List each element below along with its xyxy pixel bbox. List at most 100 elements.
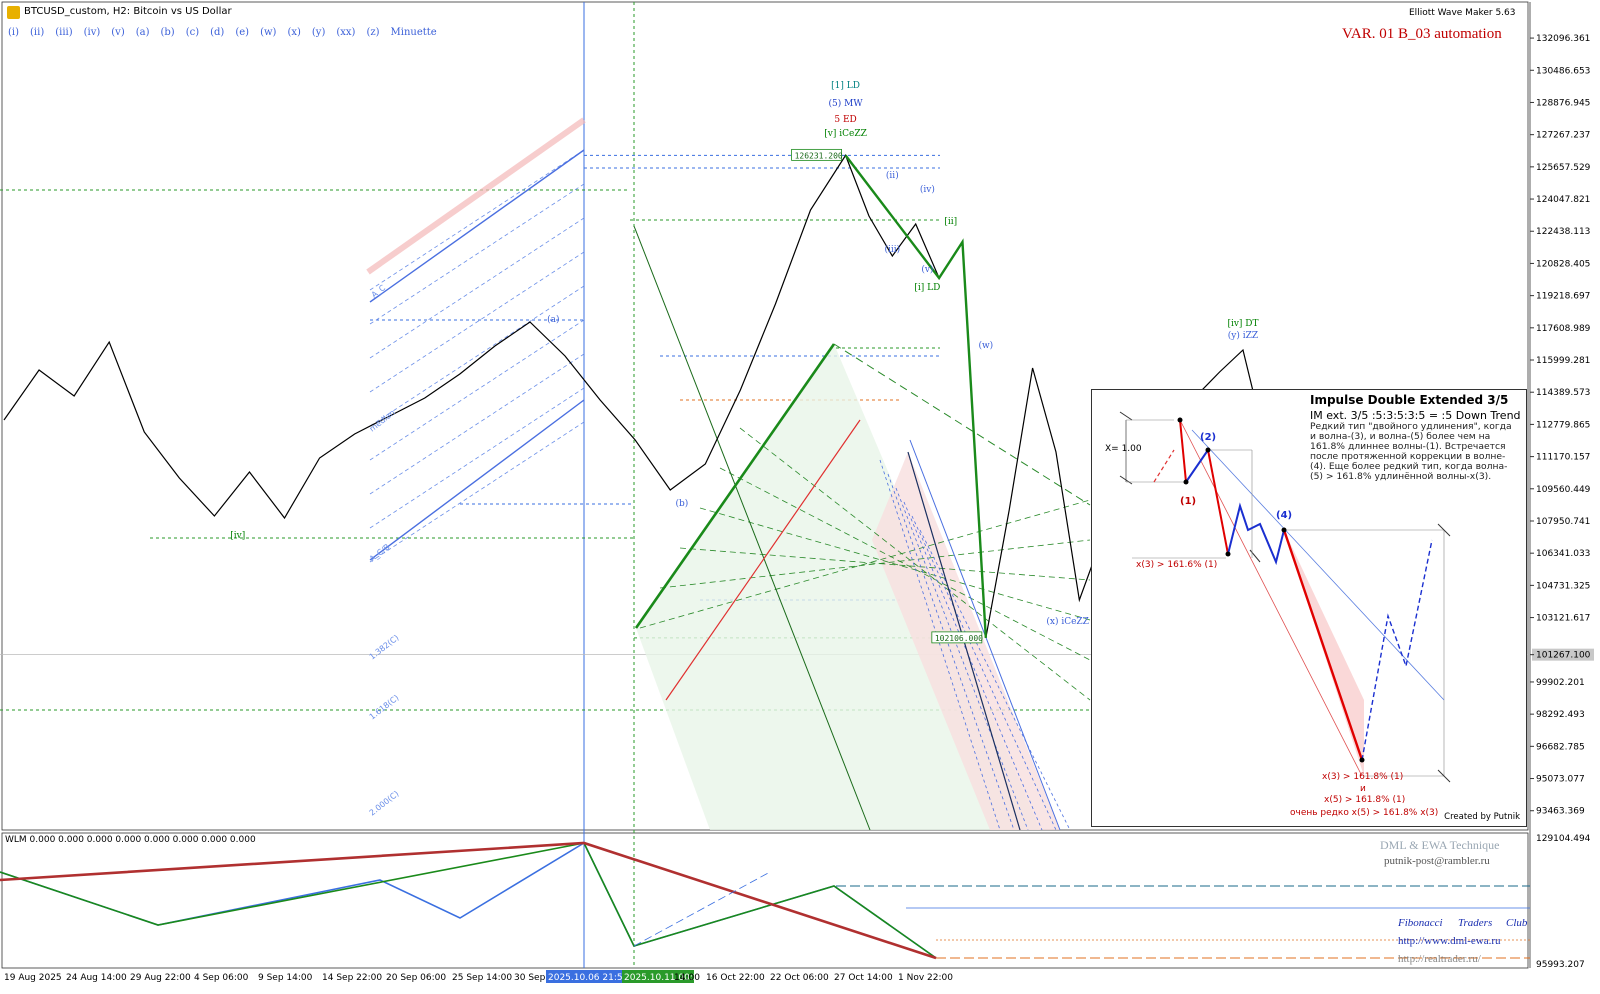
schema-rule-left: x(3) > 161.6% (1) xyxy=(1136,560,1218,570)
y-tick-label-17: 104731.325 xyxy=(1536,581,1590,591)
wlm-dash-blue xyxy=(633,871,771,947)
y-tick-label-5: 124047.821 xyxy=(1536,195,1590,205)
club-word-1: Fibonacci xyxy=(1398,917,1443,929)
wave-label-5: (a) xyxy=(547,314,559,325)
schema-wave-2: (2) xyxy=(1200,432,1217,443)
fib-line-blue-7 xyxy=(369,387,585,529)
fib-line-blue-3 xyxy=(369,251,585,393)
x-tick-label-0: 19 Aug 2025 xyxy=(4,973,62,983)
y-tick-label-10: 115999.281 xyxy=(1536,356,1590,366)
wave-tool-2[interactable]: (iii) xyxy=(55,27,73,38)
channel-line-upper xyxy=(369,149,585,303)
fib-label-1: median xyxy=(368,408,397,434)
schema-credit: Created by Putnik xyxy=(1444,812,1520,822)
wave-tool-15[interactable]: Minuette xyxy=(390,27,437,38)
wave-label-1: (5) MW xyxy=(829,98,864,109)
promo-url-1[interactable]: http://www.dml-ewa.ru xyxy=(1398,935,1501,947)
wlm-indicator-label: WLM 0.000 0.000 0.000 0.000 0.000 0.000 … xyxy=(5,835,256,845)
x-tick-label-2: 29 Aug 22:00 xyxy=(130,973,191,983)
green-trend-line xyxy=(633,225,871,831)
wave-tool-13[interactable]: (xx) xyxy=(336,27,356,38)
x-tick-label-6: 20 Sep 06:00 xyxy=(386,973,446,983)
wave-tool-6[interactable]: (b) xyxy=(160,27,175,38)
fib-line-green-0 xyxy=(639,499,1091,629)
wave-tool-12[interactable]: (y) xyxy=(311,27,326,38)
fib-label-5: 2.000(C) xyxy=(368,789,401,817)
schema-x-label: X= 1.00 xyxy=(1105,444,1142,454)
y-tick-label-6: 122438.113 xyxy=(1536,227,1590,237)
y-tick-label-20: 99902.201 xyxy=(1536,678,1585,688)
wave-tool-8[interactable]: (d) xyxy=(210,27,225,38)
y-tick-label-8: 119218.697 xyxy=(1536,292,1590,302)
y-tick-label-23: 95073.077 xyxy=(1536,775,1585,785)
sub-axis-top: 129104.494 xyxy=(1536,834,1591,844)
x-tick-label-5: 14 Sep 22:00 xyxy=(322,973,382,983)
chart-title: BTCUSD_custom, H2: Bitcoin vs US Dollar xyxy=(24,6,232,17)
wave-label-15: [iv] DT xyxy=(1227,319,1258,329)
y-tick-label-7: 120828.405 xyxy=(1536,259,1590,269)
wave-tool-5[interactable]: (a) xyxy=(135,27,150,38)
fib-line-blue-right-1 xyxy=(887,473,1015,831)
wave-label-9: (iii) xyxy=(884,244,900,255)
fib-line-blue-8 xyxy=(369,421,585,563)
fib-line-blue-0 xyxy=(369,149,585,291)
schema-description: Редкий тип "двойного удлинения", когда и… xyxy=(1310,421,1512,482)
y-tick-label-13: 111170.157 xyxy=(1536,453,1590,463)
schema-diagram xyxy=(1119,411,1451,783)
green-upper-dashed xyxy=(833,343,1091,506)
wave-label-0: [1] LD xyxy=(831,81,860,91)
wave-tool-7[interactable]: (c) xyxy=(185,27,200,38)
wlm-blue-line xyxy=(0,841,937,959)
wave-label-7: (ii) xyxy=(886,170,899,181)
fib-line-blue-right-5 xyxy=(919,529,1071,831)
wave-tool-4[interactable]: (v) xyxy=(111,27,125,38)
schema-wave-1: (1) xyxy=(1180,496,1197,507)
wave-tool-0[interactable]: (i) xyxy=(8,27,20,38)
red-trend-line xyxy=(665,419,861,701)
wave-tool-10[interactable]: (w) xyxy=(260,27,277,38)
y-tick-label-16: 106341.033 xyxy=(1536,549,1590,559)
wave-label-toolbar[interactable]: (i) (ii) (iii) (iv) (v) (a) (b) (c) (d) (e) (w) (x)… xyxy=(8,27,448,38)
y-tick-label-0: 132096.361 xyxy=(1536,34,1590,44)
wave-tool-9[interactable]: (e) xyxy=(235,27,250,38)
fib-label-2: A_C/B xyxy=(368,542,392,563)
x-tick-label-3: 4 Sep 06:00 xyxy=(194,973,249,983)
schema-rule-bottom-3: очень редко x(5) > 161.8% x(3) xyxy=(1290,808,1439,818)
fib-line-blue-1 xyxy=(369,183,585,325)
x-highlight-9 xyxy=(546,970,628,983)
x-highlight-10 xyxy=(622,970,694,983)
wave-tool-14[interactable]: (z) xyxy=(366,27,380,38)
price-label-0: 126231.200 xyxy=(795,151,843,160)
schema-subtitle: IM ext. 3/5 :5:3:5:3:5 = :5 Down Trend xyxy=(1310,409,1521,422)
x-tick-label-8: 30 Sep 22:00 xyxy=(514,973,574,983)
price-label-box-0 xyxy=(791,148,842,161)
app-logo-icon xyxy=(7,6,20,19)
y-axis: 132096.361 130486.653 128876.945 127267.237… xyxy=(1529,2,1594,970)
y-tick-label-19: 101267.100 xyxy=(1536,651,1591,661)
x-tick-label-9: 2025.10.06 21:58 xyxy=(548,973,629,983)
fib-line-green-1 xyxy=(659,539,1091,589)
fib-label-3: 1.382(C) xyxy=(368,633,401,661)
wave-label-8: (iv) xyxy=(920,184,935,195)
y-tick-label-21: 98292.493 xyxy=(1536,710,1585,720)
y-tick-label-9: 117608.989 xyxy=(1536,324,1591,334)
y-tick-label-1: 130486.653 xyxy=(1536,66,1590,76)
fib-line-green-3 xyxy=(699,507,1091,621)
schema-wave-4: (4) xyxy=(1276,510,1293,521)
sub-frame xyxy=(1,832,1529,969)
fib-label-0: A_C xyxy=(370,283,388,300)
promo-email: putnik-post@rambler.ru xyxy=(1384,855,1490,867)
wave-label-11: [i] LD xyxy=(914,283,940,293)
fib-line-green-2 xyxy=(679,547,1091,581)
wave-tool-1[interactable]: (ii) xyxy=(30,27,45,38)
schema-rule-bottom-2: x(5) > 161.8% (1) xyxy=(1324,795,1406,805)
club-word-2: Traders xyxy=(1458,917,1493,929)
promo-url-2[interactable]: http://realtrader.ru/ xyxy=(1398,953,1481,965)
x-tick-label-1: 24 Aug 14:00 xyxy=(66,973,127,983)
schema-rule-and: и xyxy=(1360,784,1366,794)
wave-tool-11[interactable]: (x) xyxy=(287,27,301,38)
wave-label-14: (x) iCeZZ xyxy=(1046,616,1089,627)
wave-tool-3[interactable]: (iv) xyxy=(83,27,101,38)
y-tick-label-11: 114389.573 xyxy=(1536,388,1590,398)
fib-line-green-5 xyxy=(739,427,1091,701)
